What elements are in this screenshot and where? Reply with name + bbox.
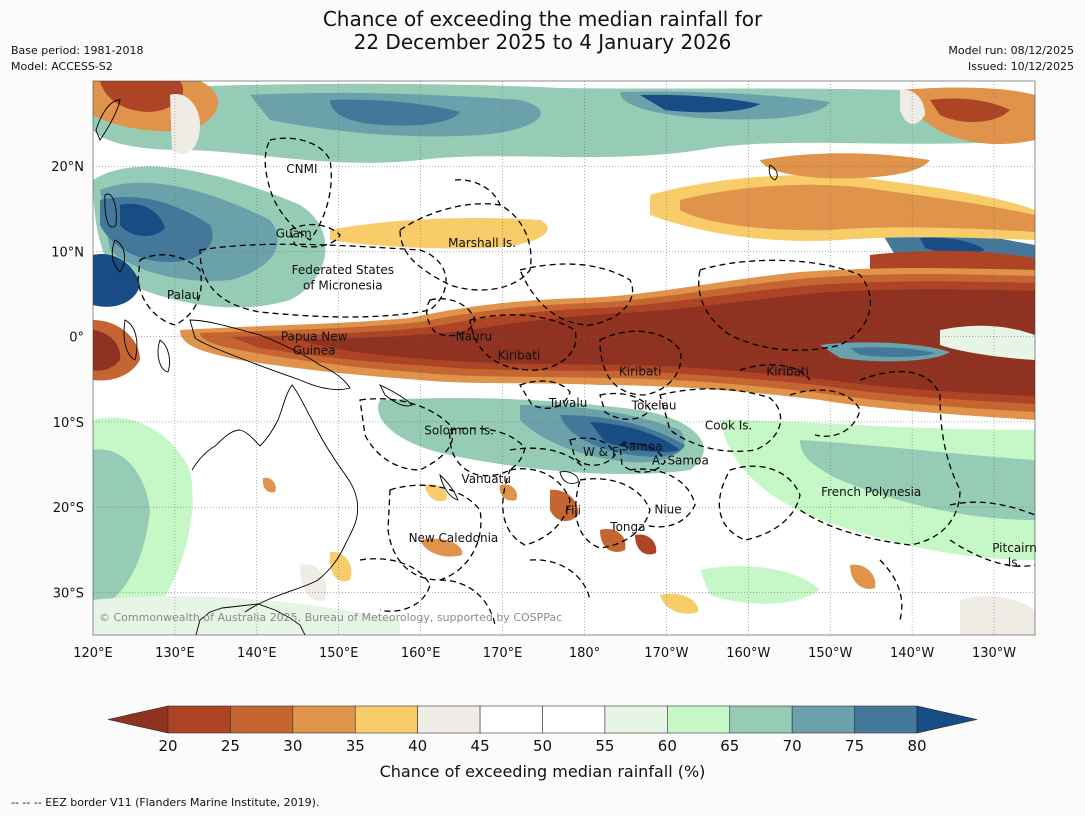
region-label: Kiribati xyxy=(619,365,661,379)
region-label: Palau xyxy=(167,288,199,302)
eez-footer-note: -- -- -- EEZ border V11 (Flanders Marine… xyxy=(11,796,320,809)
region-label: Papua New xyxy=(281,330,348,344)
region-label: of Micronesia xyxy=(303,279,383,293)
colorbar-tick-label: 65 xyxy=(720,737,739,755)
coastlines xyxy=(95,99,778,635)
lat-tick-label: 0° xyxy=(69,331,84,346)
colorbar-swatch xyxy=(479,705,543,734)
colorbar-tick-label: 50 xyxy=(533,737,552,755)
region-label: Guinea xyxy=(293,343,336,357)
lon-tick-label: 160°E xyxy=(401,646,441,661)
region-label: Guam xyxy=(276,227,312,241)
region-label: Tuvalu xyxy=(548,396,588,410)
colorbar-tick-label: 55 xyxy=(595,737,614,755)
lon-tick-label: 140°E xyxy=(237,646,277,661)
region-label: Samoa xyxy=(621,440,662,454)
model-run: Model run: 08/12/2025 xyxy=(948,44,1074,57)
region-label: Marshall Is. xyxy=(448,236,516,250)
colorbar-swatch xyxy=(667,705,731,734)
region-label: Vanuatu xyxy=(461,472,511,486)
title-line-2: 22 December 2025 to 4 January 2026 xyxy=(353,30,732,54)
axis-ticks: 120°E 130°E 140°E 150°E 160°E 170°E 180° 170°W 1… xyxy=(51,160,1016,661)
lat-tick-label: 20°N xyxy=(51,160,84,175)
colorbar-swatch xyxy=(729,705,793,734)
lon-tick-label: 140°W xyxy=(890,646,934,661)
colorbar-swatch xyxy=(417,705,481,734)
colorbar-swatch xyxy=(292,705,356,734)
eez-borders xyxy=(137,137,1035,626)
meta-left: Base period: 1981-2018 Model: ACCESS-S2 xyxy=(11,43,143,75)
region-label: W & F xyxy=(583,445,619,459)
colorbar-tick-label: 70 xyxy=(783,737,802,755)
lon-tick-label: 150°W xyxy=(808,646,852,661)
colorbar-swatch xyxy=(604,705,668,734)
colorbar-under-arrow xyxy=(107,705,169,734)
region-label: Kiribati xyxy=(766,365,808,379)
region-label: Niue xyxy=(654,503,681,517)
lon-tick-label: 130°E xyxy=(155,646,195,661)
region-label: A. Samoa xyxy=(652,453,709,467)
lon-tick-label: 170°E xyxy=(483,646,523,661)
region-label: New Caledonia xyxy=(409,531,499,545)
map-title: Chance of exceeding the median rainfall … xyxy=(0,8,1085,54)
colorbar-tick-label: 80 xyxy=(907,737,926,755)
rainfall-field xyxy=(93,81,1035,635)
region-label: Tokelau xyxy=(631,399,677,413)
map-frame xyxy=(92,80,1036,636)
colorbar-tick-label: 25 xyxy=(221,737,240,755)
region-label: Nauru xyxy=(456,330,492,344)
colorbar-tick-label: 35 xyxy=(346,737,365,755)
lat-tick-label: 30°S xyxy=(53,586,84,601)
colorbar-tick-label: 20 xyxy=(158,737,177,755)
base-period: Base period: 1981-2018 xyxy=(11,44,144,57)
lon-tick-label: 170°W xyxy=(644,646,688,661)
colorbar-swatch xyxy=(542,705,606,734)
region-label: Cook Is. xyxy=(705,418,752,432)
lon-tick-label: 130°W xyxy=(972,646,1016,661)
region-label: Fiji xyxy=(565,504,581,518)
issued-date: Issued: 10/12/2025 xyxy=(967,60,1074,73)
lon-tick-label: 180° xyxy=(569,646,600,661)
title-line-1: Chance of exceeding the median rainfall … xyxy=(322,7,763,31)
meta-right: Model run: 08/12/2025 Issued: 10/12/2025 xyxy=(948,43,1074,75)
region-label: Tonga xyxy=(609,520,645,534)
region-labels: CNMI Guam Marshall Is. Federated States of M… xyxy=(167,162,1037,570)
colorbar: 20 25 30 35 40 45 50 55 60 65 70 75 80 xyxy=(107,705,978,755)
colorbar-tick-label: 40 xyxy=(408,737,427,755)
colorbar-over-arrow xyxy=(916,705,978,734)
lon-tick-label: 120°E xyxy=(73,646,113,661)
colorbar-tick-label: 60 xyxy=(658,737,677,755)
colorbar-swatch xyxy=(230,705,294,734)
region-label: Is. xyxy=(1008,556,1022,570)
colorbar-tick-label: 30 xyxy=(283,737,302,755)
colorbar-swatch xyxy=(854,705,918,734)
colorbar-swatch xyxy=(167,705,231,734)
model-name: Model: ACCESS-S2 xyxy=(11,60,113,73)
region-label: Kiribati xyxy=(498,348,540,362)
region-label: Solomon Is. xyxy=(424,423,494,437)
colorbar-label: Chance of exceeding median rainfall (%) xyxy=(379,762,706,781)
graticule xyxy=(93,81,1035,635)
region-label: French Polynesia xyxy=(821,485,921,499)
colorbar-swatch xyxy=(354,705,418,734)
colorbar-tick-label: 45 xyxy=(471,737,490,755)
region-label: Federated States xyxy=(292,263,394,277)
lon-tick-label: 150°E xyxy=(319,646,359,661)
lat-tick-label: 20°S xyxy=(53,501,84,516)
lat-tick-label: 10°S xyxy=(53,416,84,431)
lon-tick-label: 160°W xyxy=(726,646,770,661)
colorbar-tick-label: 75 xyxy=(845,737,864,755)
lat-tick-label: 10°N xyxy=(51,245,84,260)
region-label: CNMI xyxy=(286,162,317,176)
region-label: Pitcairn xyxy=(992,541,1037,555)
colorbar-swatch xyxy=(791,705,855,734)
copyright-text: © Commonwealth of Australia 2025, Bureau… xyxy=(99,611,562,624)
